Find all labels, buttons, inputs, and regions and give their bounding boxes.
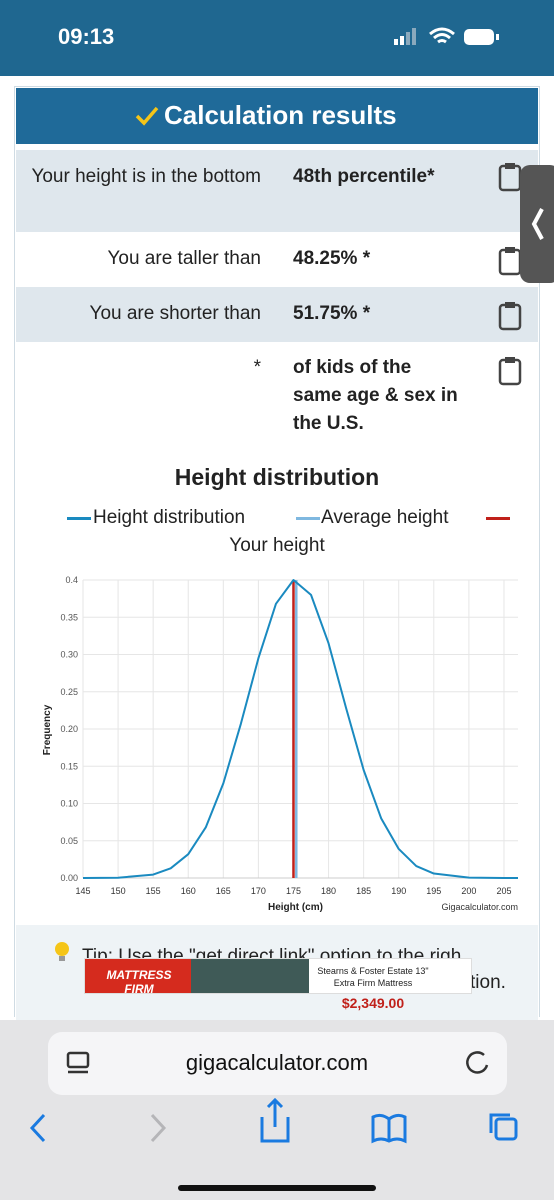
- ad-logo-bg: [85, 959, 191, 993]
- x-tick-label: 160: [181, 886, 196, 896]
- bulb-icon: [55, 942, 69, 961]
- side-tab[interactable]: [520, 165, 554, 283]
- legend-label: Height distribution: [93, 507, 246, 528]
- results-card: [14, 86, 540, 1017]
- y-tick-label: 0.20: [60, 724, 78, 734]
- y-tick-label: 0.4: [65, 575, 78, 585]
- x-tick-label: 165: [216, 886, 231, 896]
- row-label: You are shorter than: [89, 303, 261, 324]
- y-tick-label: 0.25: [60, 687, 78, 697]
- ad-image: [191, 959, 309, 993]
- x-tick-label: 170: [251, 886, 266, 896]
- result-row: [16, 287, 538, 342]
- ad-banner[interactable]: MATTRESS FIRM Stearns & Foster Estate 13…: [84, 958, 472, 1011]
- legend-label: Average height: [321, 507, 449, 528]
- chart: 0.00 0.05 0.10 0.15 0.20 0.25 0.30 0.35 0.4 145 15…: [42, 575, 518, 913]
- browser-icons: [29, 1051, 518, 1191]
- y-tick-label: 0.30: [60, 650, 78, 660]
- x-tick-label: 205: [496, 886, 511, 896]
- x-tick-label: 185: [356, 886, 371, 896]
- x-tick-label: 150: [111, 886, 126, 896]
- tip-text: tion.: [470, 972, 506, 993]
- x-tick-label: 180: [321, 886, 336, 896]
- row-value: 48.25% *: [293, 248, 371, 269]
- legend-swatch: [67, 517, 91, 520]
- status-bar: [0, 0, 554, 76]
- y-tick-label: 0.15: [60, 761, 78, 771]
- x-tick-label: 190: [391, 886, 406, 896]
- x-tick-label: 200: [461, 886, 476, 896]
- row-label: Your height is in the bottom: [31, 166, 261, 187]
- credit: Gigacalculator.com: [441, 902, 518, 912]
- row-value: 48th percentile*: [293, 166, 435, 187]
- status-icons: [394, 27, 499, 45]
- legend: Height distribution Average height Your …: [0, 505, 554, 565]
- y-tick-label: 0.05: [60, 836, 78, 846]
- legend-label: Your height: [229, 535, 325, 556]
- clock: 09:13: [58, 24, 115, 49]
- ad-brand: MATTRESS FIRM: [106, 968, 172, 996]
- row-label: You are taller than: [107, 248, 261, 269]
- legend-swatch: [486, 517, 510, 520]
- row-label: *: [253, 357, 261, 378]
- y-tick-label: 0.00: [60, 873, 78, 883]
- series-line: [82, 579, 518, 879]
- y-axis-label: Frequency: [42, 704, 53, 755]
- row-value: of kids of the same age & sex in the U.S…: [293, 357, 458, 434]
- y-tick-label: 0.35: [60, 612, 78, 622]
- results-header: [16, 88, 538, 144]
- x-axis-label: Height (cm): [268, 902, 323, 913]
- result-row: [16, 150, 538, 232]
- results-title: Calculation results: [164, 100, 397, 130]
- x-tick-label: 195: [426, 886, 441, 896]
- chart-title: Height distribution: [174, 464, 380, 490]
- url[interactable]: gigacalculator.com: [185, 1050, 369, 1075]
- ad-price: $2,349.00: [341, 995, 405, 1011]
- check-icon: [135, 106, 159, 126]
- address-bar[interactable]: [48, 1032, 507, 1095]
- x-tick-label: 145: [75, 886, 90, 896]
- x-tick-label: 175: [286, 886, 301, 896]
- legend-swatch: [296, 517, 320, 520]
- y-tick-label: 0.10: [60, 799, 78, 809]
- x-tick-label: 155: [146, 886, 161, 896]
- row-value: 51.75% *: [293, 303, 371, 324]
- ad-product: Stearns & Foster Estate 13" Extra Firm M…: [317, 966, 429, 988]
